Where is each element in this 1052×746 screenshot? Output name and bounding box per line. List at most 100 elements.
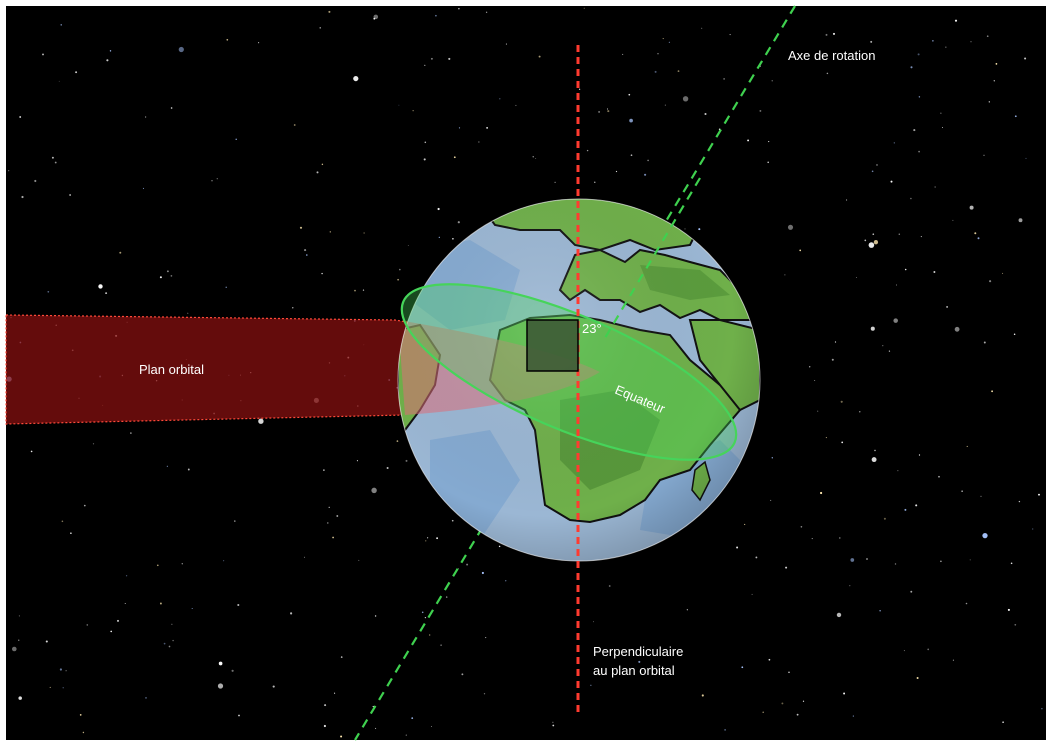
star bbox=[225, 286, 227, 288]
star bbox=[802, 700, 805, 702]
star bbox=[552, 721, 554, 723]
star bbox=[965, 602, 968, 605]
star bbox=[865, 557, 869, 561]
star bbox=[238, 714, 240, 717]
angle-marker-box bbox=[526, 319, 579, 372]
star bbox=[808, 366, 811, 368]
star bbox=[1014, 623, 1017, 626]
star bbox=[69, 194, 71, 196]
star bbox=[466, 563, 469, 566]
star bbox=[411, 717, 414, 719]
star bbox=[86, 624, 89, 626]
star bbox=[933, 271, 936, 273]
star bbox=[83, 504, 86, 507]
star bbox=[303, 556, 306, 558]
star bbox=[966, 445, 968, 447]
star bbox=[628, 93, 631, 96]
star bbox=[872, 233, 875, 236]
star bbox=[191, 607, 193, 610]
star bbox=[166, 270, 169, 273]
star bbox=[871, 457, 877, 463]
star bbox=[942, 127, 943, 129]
star bbox=[988, 101, 990, 103]
star bbox=[677, 70, 680, 72]
star bbox=[18, 639, 20, 641]
star bbox=[590, 684, 592, 686]
star bbox=[18, 696, 22, 700]
star bbox=[535, 157, 537, 159]
star bbox=[292, 307, 294, 309]
star bbox=[684, 228, 686, 230]
star bbox=[940, 560, 942, 563]
star bbox=[820, 491, 823, 495]
star bbox=[124, 603, 126, 604]
star bbox=[8, 170, 10, 172]
star bbox=[724, 729, 726, 731]
star bbox=[354, 289, 356, 292]
star bbox=[771, 80, 773, 82]
star bbox=[927, 648, 930, 651]
star bbox=[405, 459, 408, 462]
star bbox=[698, 228, 701, 231]
star bbox=[852, 715, 854, 717]
star bbox=[437, 207, 440, 211]
star bbox=[606, 108, 609, 110]
star bbox=[324, 704, 327, 707]
star bbox=[1032, 528, 1034, 530]
star bbox=[424, 141, 427, 144]
star bbox=[893, 318, 898, 323]
star bbox=[903, 650, 905, 652]
star bbox=[258, 418, 264, 424]
star bbox=[217, 683, 224, 689]
star bbox=[110, 630, 113, 633]
star bbox=[686, 609, 688, 611]
star bbox=[1024, 57, 1027, 60]
star bbox=[701, 27, 703, 29]
star bbox=[918, 150, 920, 153]
star bbox=[45, 640, 48, 643]
star bbox=[855, 277, 857, 278]
star bbox=[662, 38, 664, 40]
star bbox=[918, 96, 921, 98]
star bbox=[644, 173, 647, 176]
star bbox=[608, 585, 611, 587]
star bbox=[952, 659, 954, 661]
star bbox=[767, 161, 769, 164]
star bbox=[117, 619, 119, 622]
star bbox=[961, 490, 963, 492]
star bbox=[421, 611, 424, 614]
star bbox=[920, 236, 922, 238]
star bbox=[598, 110, 601, 113]
star bbox=[883, 517, 886, 520]
star bbox=[814, 380, 816, 381]
star bbox=[874, 449, 876, 452]
star bbox=[864, 239, 867, 242]
star bbox=[334, 692, 336, 694]
star bbox=[787, 224, 794, 230]
star bbox=[70, 532, 72, 534]
star bbox=[332, 536, 334, 539]
star bbox=[424, 64, 426, 67]
star bbox=[969, 205, 974, 210]
star bbox=[429, 634, 431, 636]
star bbox=[916, 676, 919, 680]
star bbox=[515, 104, 517, 107]
star bbox=[79, 714, 82, 716]
star bbox=[316, 171, 319, 174]
star bbox=[458, 127, 461, 129]
star bbox=[840, 400, 843, 403]
star bbox=[425, 540, 427, 542]
equator-ellipse bbox=[400, 283, 738, 461]
star bbox=[156, 564, 159, 567]
star bbox=[638, 660, 641, 663]
star bbox=[453, 156, 456, 159]
star bbox=[1014, 115, 1017, 118]
star bbox=[399, 268, 401, 271]
star bbox=[216, 178, 218, 180]
star bbox=[458, 7, 460, 10]
star bbox=[61, 520, 64, 523]
star bbox=[54, 161, 57, 164]
star bbox=[272, 685, 275, 688]
star bbox=[993, 80, 995, 82]
star bbox=[321, 163, 324, 166]
